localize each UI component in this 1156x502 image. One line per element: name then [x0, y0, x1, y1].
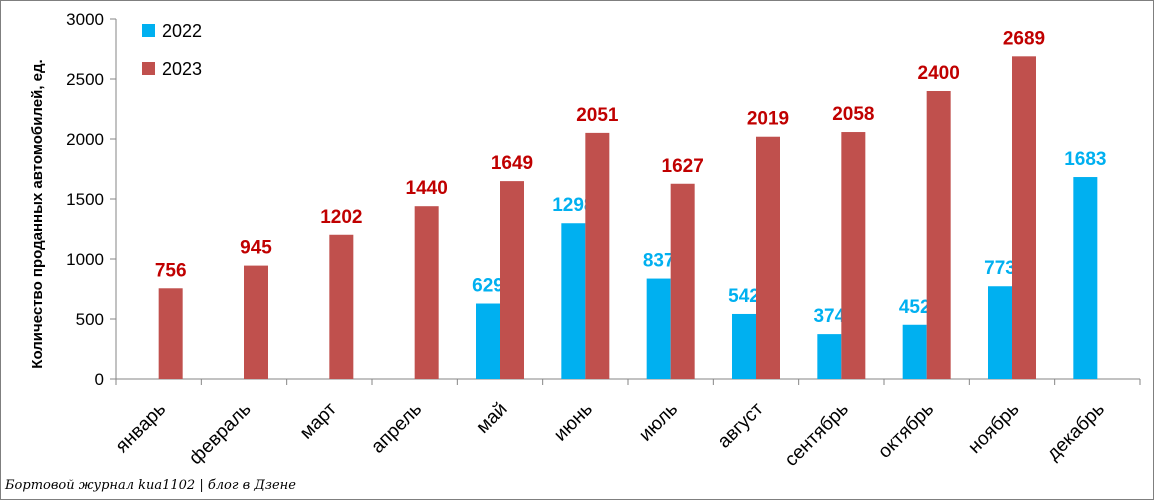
bar-2022-декабрь: [1073, 177, 1098, 379]
bar-2023-июль: [670, 183, 695, 379]
data-label-2023-апрель: 1440: [406, 178, 448, 199]
x-category-label: май: [472, 399, 511, 438]
bar-2023-апрель: [414, 206, 439, 379]
data-label-2023-июль: 1627: [662, 156, 704, 177]
y-tick-label: 500: [76, 310, 104, 329]
watermark-text: Бортовой журнал kиа1102 | блог в Дзене: [5, 478, 296, 493]
data-label-2022-июнь: 1298: [552, 195, 594, 216]
x-category-label: октябрь: [874, 399, 938, 463]
y-axis-title: Количество проданных автомобилей, ед.: [29, 59, 46, 368]
bar-2022-август: [732, 313, 756, 379]
x-category-label: январь: [112, 399, 171, 458]
data-label-2023-август: 2019: [747, 109, 789, 130]
bar-2023-октябрь: [926, 91, 951, 379]
legend-swatch-2022: [142, 24, 155, 37]
bar-2022-июль: [646, 278, 671, 379]
data-label-2023-июнь: 2051: [576, 105, 619, 126]
y-tick-label: 2500: [66, 70, 104, 89]
x-category-label: сентябрь: [781, 399, 853, 471]
x-category-label: февраль: [185, 399, 255, 469]
bar-2023-август: [756, 136, 780, 379]
data-label-2023-март: 1202: [320, 207, 362, 228]
data-label-2022-июль: 837: [643, 251, 675, 272]
x-category-label: август: [714, 398, 768, 452]
data-label-2022-ноябрь: 773: [984, 258, 1016, 279]
y-tick-label: 0: [95, 370, 104, 389]
y-tick-label: 3000: [66, 10, 104, 29]
legend-label-2022: 2022: [162, 21, 202, 41]
bar-2023-май: [500, 181, 524, 379]
bar-2023-март: [329, 234, 354, 379]
bar-2023-январь: [158, 288, 183, 379]
data-label-2023-сентябрь: 2058: [832, 104, 874, 125]
x-category-label: июль: [635, 399, 682, 446]
y-tick-label: 1500: [66, 190, 104, 209]
data-label-2022-май: 629: [472, 276, 504, 297]
bar-2022-июнь: [561, 223, 586, 379]
data-label-2023-ноябрь: 2689: [1003, 28, 1045, 49]
data-label-2023-январь: 756: [155, 260, 187, 281]
bar-2023-февраль: [244, 265, 268, 379]
data-label-2023-май: 1649: [491, 153, 533, 174]
y-tick-label: 2000: [66, 130, 104, 149]
x-category-label: ноябрь: [964, 399, 1023, 458]
bar-2022-октябрь: [902, 324, 927, 379]
x-category-label: декабрь: [1043, 399, 1109, 465]
data-label-2022-декабрь: 1683: [1064, 149, 1106, 170]
data-label-2023-февраль: 945: [240, 238, 272, 259]
bar-2023-июнь: [585, 132, 610, 379]
bar-2022-ноябрь: [988, 286, 1012, 379]
data-label-2022-октябрь: 452: [899, 297, 931, 318]
legend-label-2023: 2023: [162, 59, 202, 79]
bar-2022-сентябрь: [817, 334, 842, 379]
y-tick-label: 1000: [66, 250, 104, 269]
x-category-label: март: [296, 398, 341, 443]
x-category-label: июнь: [550, 399, 597, 446]
data-label-2023-октябрь: 2400: [918, 63, 960, 84]
bar-2023-сентябрь: [841, 132, 866, 379]
x-category-label: апрель: [367, 399, 426, 458]
data-label-2022-август: 542: [728, 286, 760, 307]
data-label-2022-сентябрь: 374: [813, 306, 845, 327]
legend-swatch-2023: [142, 62, 155, 75]
bar-2023-ноябрь: [1012, 56, 1036, 379]
bar-2022-май: [476, 303, 500, 379]
